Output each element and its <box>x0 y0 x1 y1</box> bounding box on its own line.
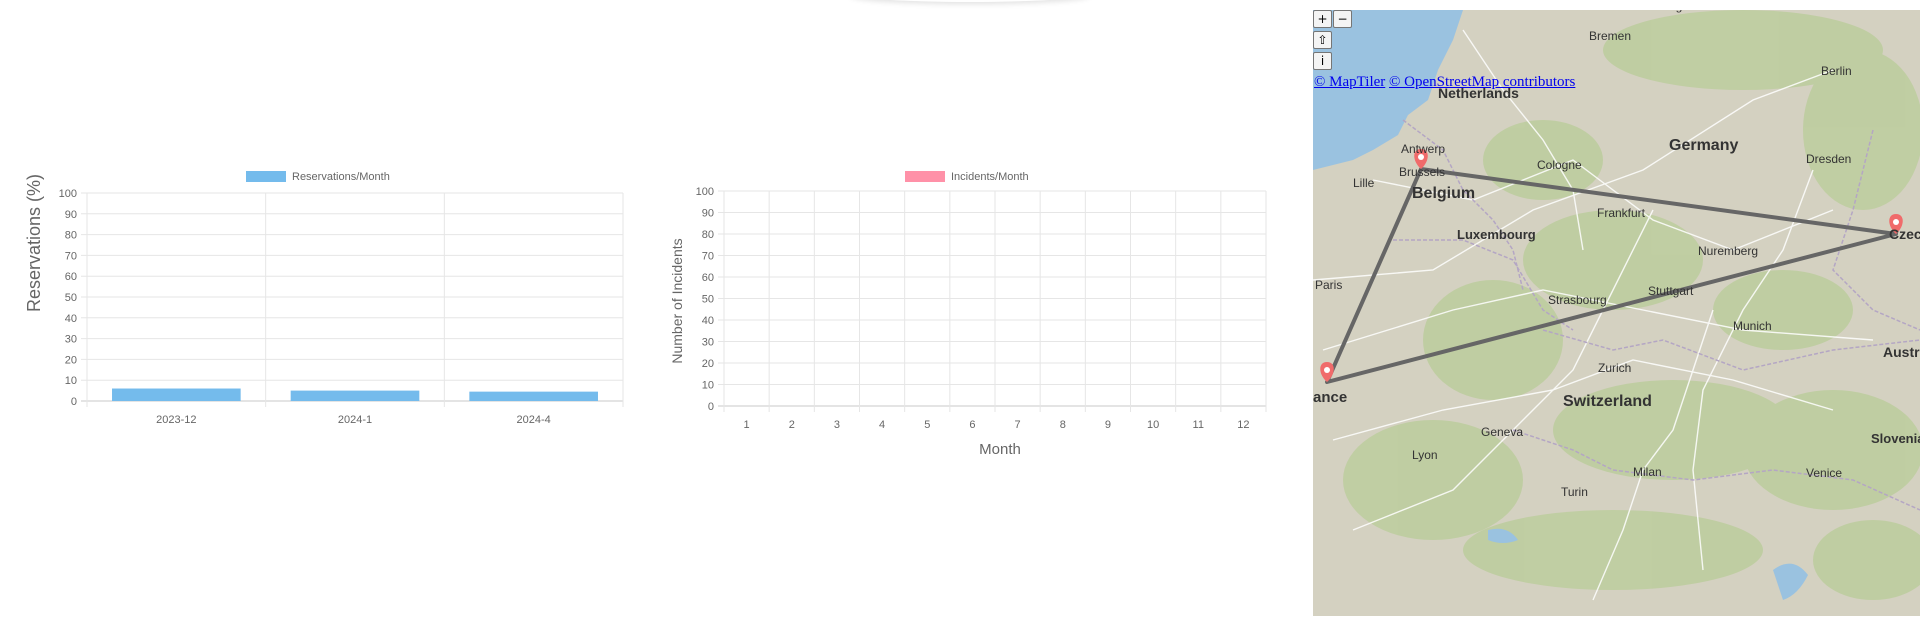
y-axis-title: Number of Incidents <box>669 238 685 363</box>
route-line <box>1325 167 1898 384</box>
x-tick-label: 3 <box>834 419 840 431</box>
y-tick-label: 70 <box>65 250 77 262</box>
border-layer <box>1393 119 1920 511</box>
city-label: Lyon <box>1412 448 1438 462</box>
city-label: Frankfurt <box>1597 206 1646 220</box>
map-view[interactable]: Netherlands Germany Belgium Luxembourg S… <box>1313 10 1920 616</box>
x-tick-label: 9 <box>1105 419 1111 431</box>
y-tick-label: 100 <box>59 188 77 200</box>
country-label: Switzerland <box>1563 393 1652 410</box>
city-label: Antwerp <box>1401 142 1445 156</box>
city-label: Nuremberg <box>1698 244 1758 258</box>
y-tick-label: 0 <box>708 401 714 413</box>
country-label: Luxembourg <box>1457 227 1536 242</box>
bar[interactable] <box>469 391 598 401</box>
y-tick-label: 50 <box>702 294 714 306</box>
city-label: Cologne <box>1537 158 1582 172</box>
legend-swatch[interactable] <box>246 171 286 182</box>
y-tick-label: 0 <box>71 396 77 408</box>
y-tick-label: 90 <box>702 208 714 220</box>
city-label: Bremen <box>1589 29 1631 43</box>
bar[interactable] <box>290 390 420 401</box>
lake <box>1488 528 1518 543</box>
city-label: Turin <box>1561 485 1588 499</box>
legend-swatch[interactable] <box>905 171 945 182</box>
y-tick-label: 20 <box>702 358 714 370</box>
zoom-out-button[interactable]: − <box>1333 10 1352 28</box>
map-canvas[interactable]: Netherlands Germany Belgium Luxembourg S… <box>1313 10 1920 616</box>
y-tick-label: 20 <box>65 354 77 366</box>
city-label: Hamburg <box>1633 10 1682 13</box>
country-label: Belgium <box>1412 185 1475 202</box>
y-tick-label: 50 <box>65 292 77 304</box>
city-label: Zurich <box>1598 361 1631 375</box>
country-label: ance <box>1313 389 1347 406</box>
city-label: Stuttgart <box>1648 284 1694 298</box>
map-attribution: © MapTiler © OpenStreetMap contributors <box>1314 74 1575 91</box>
maptiler-link[interactable]: © MapTiler <box>1314 74 1386 90</box>
bar[interactable] <box>112 388 241 401</box>
city-label: Dresden <box>1806 152 1851 166</box>
x-tick-label: 1 <box>744 419 750 431</box>
x-tick-label: 4 <box>879 419 885 431</box>
y-tick-label: 80 <box>702 229 714 241</box>
legend-label[interactable]: Incidents/Month <box>951 171 1029 183</box>
x-tick-label: 6 <box>969 419 975 431</box>
city-labels: Hamburg Bremen Berlin Antwerp Brussels C… <box>1315 10 1852 499</box>
y-tick-label: 10 <box>702 380 714 392</box>
x-tick-label: 2024-1 <box>338 414 372 426</box>
info-button[interactable]: i <box>1313 52 1332 70</box>
x-tick-label: 12 <box>1237 419 1249 431</box>
y-tick-label: 60 <box>702 272 714 284</box>
city-label: Berlin <box>1821 64 1852 78</box>
map-marker[interactable] <box>1414 149 1428 169</box>
country-label: Austri <box>1883 344 1920 360</box>
reservations-chart: 0 10 20 30 40 50 60 70 80 90 100 2023-12 2024-1 2024… <box>24 171 624 426</box>
y-tick-label: 60 <box>65 271 77 283</box>
osm-link[interactable]: © OpenStreetMap contributors <box>1389 74 1576 90</box>
x-tick-label: 2023-12 <box>156 414 196 426</box>
y-tick-label: 10 <box>65 375 77 387</box>
city-label: Venice <box>1806 466 1842 480</box>
city-label: Geneva <box>1481 425 1523 439</box>
city-label: Strasbourg <box>1548 293 1607 307</box>
y-axis-title: Reservations (%) <box>24 174 44 312</box>
country-label: Slovenia <box>1871 431 1920 446</box>
zoom-in-button[interactable]: + <box>1313 10 1332 28</box>
city-label: Brussels <box>1399 165 1445 179</box>
country-label: Germany <box>1669 137 1738 154</box>
legend-label[interactable]: Reservations/Month <box>292 171 390 183</box>
y-tick-label: 80 <box>65 230 77 242</box>
country-label: Netherlands <box>1438 85 1519 101</box>
x-tick-label: 2024-4 <box>517 414 551 426</box>
map-marker[interactable] <box>1320 362 1334 382</box>
x-tick-label: 2 <box>789 419 795 431</box>
sea-area <box>1313 10 1463 170</box>
y-tick-label: 40 <box>65 313 77 325</box>
city-label: Lille <box>1353 176 1375 190</box>
city-label: Paris <box>1315 278 1342 292</box>
reset-north-button[interactable]: ⇧ <box>1313 31 1332 49</box>
city-label: Milan <box>1633 465 1662 479</box>
x-tick-label: 11 <box>1193 419 1204 431</box>
x-tick-label: 7 <box>1015 419 1021 431</box>
x-axis-title: Month <box>979 441 1021 455</box>
x-tick-label: 8 <box>1060 419 1066 431</box>
y-tick-label: 30 <box>702 337 714 349</box>
floating-panel-edge <box>850 0 1090 2</box>
lake <box>1773 563 1808 600</box>
y-tick-label: 90 <box>65 209 77 221</box>
y-tick-label: 100 <box>696 186 714 198</box>
y-tick-label: 70 <box>702 251 714 263</box>
y-tick-label: 40 <box>702 315 714 327</box>
city-label: Munich <box>1733 319 1772 333</box>
x-tick-label: 10 <box>1147 419 1159 431</box>
country-labels: Netherlands Germany Belgium Luxembourg S… <box>1313 85 1920 446</box>
y-tick-label: 30 <box>65 334 77 346</box>
map-marker[interactable] <box>1889 214 1903 234</box>
country-label: Czech <box>1889 226 1920 242</box>
x-tick-label: 5 <box>924 419 930 431</box>
